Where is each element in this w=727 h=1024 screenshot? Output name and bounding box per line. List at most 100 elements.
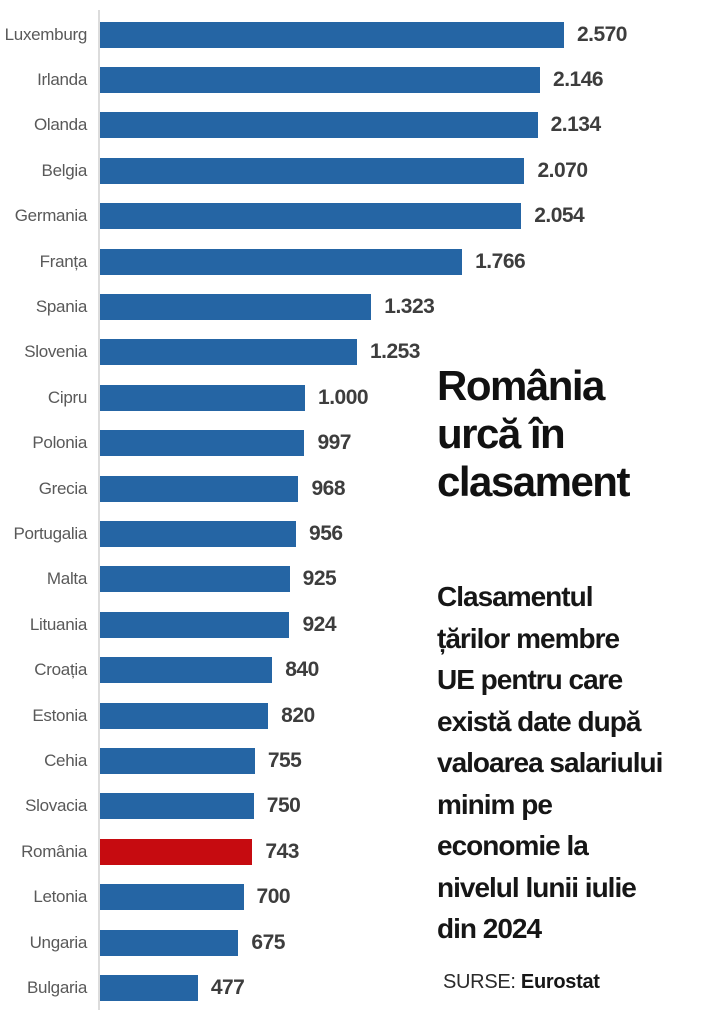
bar-track: 2.054 [100, 203, 627, 230]
value-bar [100, 203, 522, 230]
value-label: 2.054 [534, 204, 585, 228]
country-label: Cehia [44, 750, 87, 770]
chart-row: Olanda 2.134 [0, 103, 727, 148]
country-label: Grecia [38, 478, 88, 498]
value-label: 477 [210, 975, 245, 999]
value-label: 968 [311, 476, 346, 500]
value-label: 675 [251, 930, 285, 954]
value-bar [100, 157, 525, 184]
chart-row: Luxemburg 2.570 [0, 12, 727, 57]
chart-row: Grecia 968 [0, 466, 727, 511]
bar-track: 477 [100, 974, 627, 1001]
value-bar [100, 838, 253, 865]
country-label: Lituania [29, 614, 87, 634]
bar-chart: Luxemburg 2.570 Irlanda 2.146 Olanda 2.1… [0, 12, 727, 1011]
bar-track: 1.766 [100, 248, 627, 275]
bar-track: 755 [100, 747, 627, 774]
country-label: Slovenia [24, 342, 87, 362]
chart-row: Bulgaria 477 [0, 965, 727, 1010]
value-label: 755 [267, 748, 302, 772]
country-label: Luxemburg [4, 24, 88, 44]
country-label: România [21, 841, 87, 861]
bar-track: 2.146 [100, 67, 627, 94]
value-label: 997 [317, 431, 351, 455]
chart-row: Estonia 820 [0, 693, 727, 738]
country-label: Ungaria [29, 932, 88, 952]
value-label: 820 [281, 703, 315, 727]
headline: România urcă în clasament [437, 362, 630, 505]
bar-track: 750 [100, 793, 627, 820]
chart-row: Malta 925 [0, 557, 727, 602]
source-line: SURSE: Eurostat [443, 971, 600, 994]
value-bar [100, 520, 297, 547]
value-label: 924 [302, 612, 337, 636]
bar-track: 820 [100, 702, 627, 729]
bar-track: 924 [100, 611, 627, 638]
value-bar [100, 884, 244, 911]
country-label: Franța [39, 251, 88, 271]
chart-row: Cehia 755 [0, 738, 727, 783]
bar-track: 675 [100, 929, 627, 956]
chart-row: Letonia 700 [0, 874, 727, 919]
value-label: 1.253 [369, 340, 421, 364]
value-label: 750 [266, 794, 301, 818]
value-bar [100, 702, 269, 729]
bar-track: 743 [100, 838, 627, 865]
value-bar [100, 430, 305, 457]
bar-track: 2.570 [100, 21, 628, 48]
value-bar [100, 657, 273, 684]
bar-track: 1.253 [100, 339, 627, 366]
value-bar [100, 339, 357, 366]
value-bar [100, 793, 254, 820]
value-bar [100, 294, 372, 321]
bar-track: 968 [100, 475, 627, 502]
value-label: 743 [265, 839, 299, 863]
chart-row: Germania 2.054 [0, 194, 727, 239]
bar-track: 2.134 [100, 112, 627, 139]
country-label: Bulgaria [27, 977, 87, 997]
value-label: 925 [302, 567, 337, 591]
bar-track: 700 [100, 884, 627, 911]
country-label: Letonia [33, 887, 87, 907]
value-label: 956 [309, 521, 343, 545]
country-label: Irlanda [37, 70, 87, 90]
value-label: 1.323 [384, 295, 435, 319]
chart-row: Franța 1.766 [0, 239, 727, 284]
value-label: 1.000 [318, 385, 369, 409]
bar-track: 997 [100, 430, 627, 457]
bar-track: 1.000 [100, 384, 627, 411]
value-label: 2.146 [553, 68, 604, 92]
bar-track: 925 [100, 566, 627, 593]
value-bar [100, 747, 255, 774]
value-label: 2.570 [576, 22, 628, 46]
chart-row: Slovacia 750 [0, 784, 727, 829]
value-bar [100, 974, 198, 1001]
country-label: Olanda [33, 115, 87, 135]
chart-row: Irlanda 2.146 [0, 57, 727, 102]
value-label: 840 [285, 658, 319, 682]
chart-row: Cipru 1.000 [0, 375, 727, 420]
value-bar [100, 611, 290, 638]
country-label: Estonia [32, 705, 87, 725]
value-bar [100, 112, 538, 139]
country-label: Malta [46, 569, 87, 589]
chart-row: Spania 1.323 [0, 284, 727, 329]
value-label: 1.766 [475, 249, 526, 273]
country-label: Cipru [47, 387, 87, 407]
country-label: Portugalia [13, 523, 87, 543]
country-label: Germania [14, 206, 88, 226]
value-bar [100, 67, 541, 94]
bar-track: 1.323 [100, 294, 627, 321]
source-value: Eurostat [520, 971, 600, 993]
chart-row: Belgia 2.070 [0, 148, 727, 193]
chart-row: Polonia 997 [0, 421, 727, 466]
bar-track: 840 [100, 657, 627, 684]
value-bar [100, 475, 299, 502]
country-label: Croația [34, 660, 87, 680]
chart-row: Lituania 924 [0, 602, 727, 647]
chart-row: Portugalia 956 [0, 511, 727, 556]
chart-row: Croația 840 [0, 647, 727, 692]
bar-track: 2.070 [100, 157, 627, 184]
value-bar [100, 566, 290, 593]
